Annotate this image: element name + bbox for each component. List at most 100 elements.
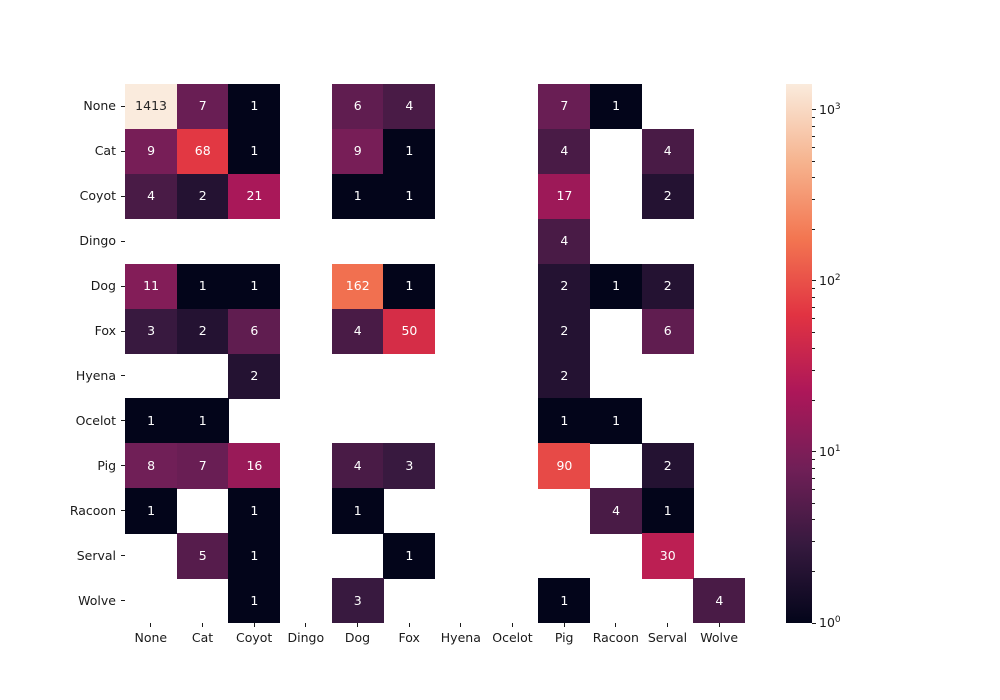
cell-value: 9 — [353, 143, 362, 159]
cell-value: 4 — [715, 592, 724, 608]
y-tick-label: Wolve — [78, 592, 116, 608]
y-tick-label: Dingo — [79, 233, 116, 249]
cell-value: 4 — [405, 98, 414, 114]
colorbar-minor-tick — [812, 467, 815, 469]
heatmap-cell: 4 — [641, 128, 694, 175]
cell-value: 1 — [147, 412, 156, 428]
cell-value: 30 — [659, 547, 676, 563]
x-tick-label: Hyena — [440, 630, 481, 645]
heatmap-cell: 1 — [228, 533, 281, 579]
colorbar-major-tick — [812, 451, 816, 453]
heatmap-cell: 2 — [538, 353, 591, 399]
heatmap-cell: 2 — [641, 443, 694, 489]
cell-value: 8 — [147, 457, 156, 473]
cell-value: 3 — [405, 457, 414, 473]
heatmap-cell: 4 — [331, 308, 384, 354]
colorbar-minor-tick — [812, 331, 815, 333]
x-tick-label: Serval — [647, 630, 688, 645]
cell-value: 2 — [560, 278, 569, 294]
cell-value: 4 — [560, 143, 569, 159]
x-tick — [615, 623, 617, 627]
cell-value: 1413 — [135, 98, 167, 114]
cell-value: 1 — [250, 592, 259, 608]
colorbar-minor-tick — [812, 570, 815, 572]
heatmap-cell: 2 — [228, 353, 281, 399]
colorbar-tick-base: 10 — [819, 272, 835, 288]
colorbar-minor-tick — [812, 117, 815, 119]
heatmap-cell: 1 — [228, 263, 281, 310]
cell-value: 2 — [560, 323, 569, 339]
colorbar-tick-base: 10 — [819, 443, 835, 459]
heatmap-cell: 16 — [228, 443, 281, 489]
colorbar-tick-exponent: 0 — [834, 614, 841, 625]
heatmap-cell: 30 — [641, 533, 694, 579]
y-tick-label: Coyot — [79, 188, 116, 204]
cell-value: 7 — [560, 98, 569, 114]
cell-value: 1 — [198, 412, 207, 428]
cell-value: 1 — [198, 278, 207, 294]
cell-value: 4 — [560, 233, 569, 249]
colorbar-minor-tick — [812, 198, 815, 200]
heatmap-cell: 7 — [538, 84, 591, 130]
heatmap-cell: 2 — [538, 308, 591, 354]
cell-value: 1 — [612, 98, 621, 114]
x-tick — [253, 623, 255, 627]
x-tick-label: None — [134, 630, 168, 645]
heatmap-cell: 1 — [538, 398, 591, 444]
y-tick-label: Ocelot — [75, 412, 116, 428]
heatmap-cell: 6 — [228, 308, 281, 354]
cell-value: 3 — [147, 323, 156, 339]
colorbar-tick-base: 10 — [819, 101, 835, 117]
y-tick — [121, 600, 125, 602]
colorbar-minor-tick — [812, 228, 815, 230]
colorbar-minor-tick — [812, 296, 815, 298]
x-tick — [667, 623, 668, 627]
x-tick — [305, 623, 307, 627]
cell-value: 2 — [198, 323, 207, 339]
colorbar-minor-tick — [812, 459, 815, 461]
cell-value: 2 — [663, 278, 672, 294]
y-tick — [121, 375, 125, 377]
x-tick — [460, 623, 462, 627]
heatmap-cell: 2 — [176, 308, 229, 354]
heatmap-cell: 4 — [538, 218, 591, 265]
colorbar-minor-tick — [812, 369, 815, 371]
cell-value: 4 — [663, 143, 672, 159]
cell-value: 2 — [663, 188, 672, 204]
y-tick-label: Fox — [94, 323, 116, 339]
x-tick-label: Dog — [344, 630, 371, 645]
heatmap-cell: 1 — [641, 488, 694, 534]
heatmap-cell: 3 — [331, 578, 384, 624]
y-tick — [121, 330, 125, 332]
colorbar-minor-tick — [812, 489, 815, 491]
cell-value: 1 — [405, 547, 414, 563]
colorbar-tick-base: 10 — [819, 615, 835, 630]
cell-value: 2 — [663, 457, 672, 473]
colorbar-major-tick — [812, 280, 816, 282]
heatmap-cell: 1 — [590, 263, 643, 310]
cell-value: 5 — [198, 547, 207, 563]
heatmap-cell: 1 — [538, 578, 591, 624]
heatmap-cell: 1 — [331, 173, 384, 220]
heatmap-cell: 90 — [538, 443, 591, 489]
heatmap-cell: 1 — [383, 533, 436, 579]
colorbar-tick-label: 100 — [819, 615, 841, 631]
y-tick-label: Pig — [97, 457, 116, 473]
cell-value: 1 — [250, 502, 259, 518]
x-tick — [512, 623, 513, 627]
heatmap-cell: 68 — [176, 128, 229, 175]
heatmap-cell: 1 — [228, 128, 281, 175]
y-tick — [121, 285, 125, 287]
heatmap-cell: 1 — [125, 398, 178, 444]
heatmap-cell: 3 — [125, 308, 178, 354]
colorbar-tick-exponent: 1 — [834, 443, 841, 454]
y-tick-label: Cat — [94, 143, 116, 159]
y-tick-label: Racoon — [69, 502, 116, 518]
heatmap-cell: 7 — [176, 443, 229, 489]
colorbar-tick-exponent: 2 — [834, 272, 841, 283]
x-tick — [357, 623, 358, 627]
cell-value: 2 — [250, 367, 259, 383]
cell-value: 21 — [246, 188, 263, 204]
colorbar-tick-exponent: 3 — [834, 101, 841, 112]
cell-value: 1 — [250, 278, 259, 294]
